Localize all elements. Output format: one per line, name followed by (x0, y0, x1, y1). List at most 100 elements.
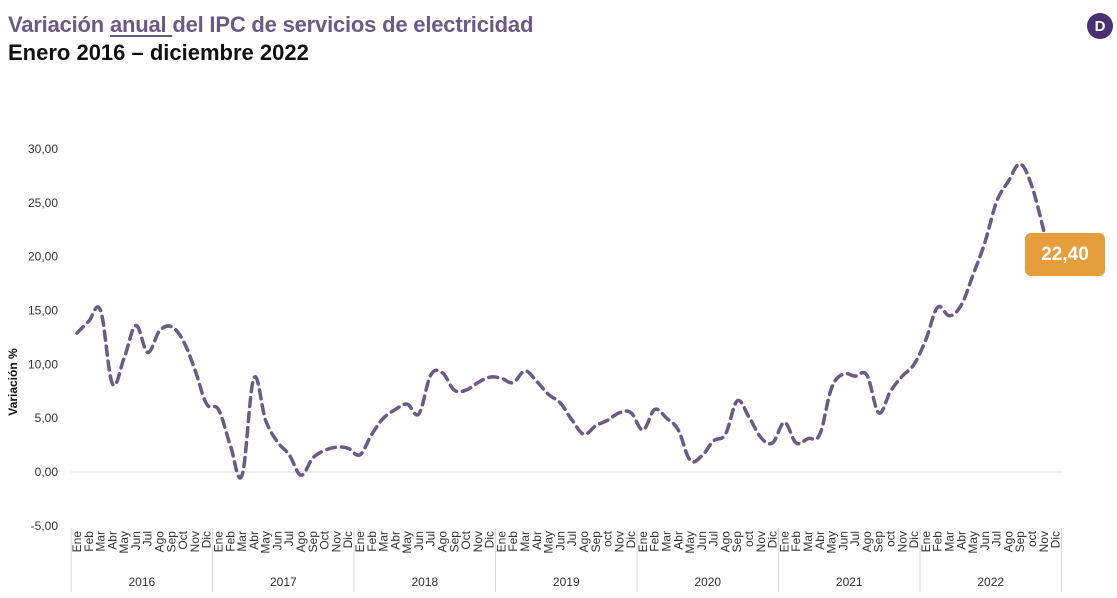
month-tick-label: Dic (766, 531, 780, 548)
month-tick-label: Nov (188, 531, 202, 552)
month-tick-label: Sep (872, 531, 886, 553)
month-tick-label: Jul (141, 531, 155, 546)
month-tick-label: oct (884, 530, 898, 547)
month-tick-label: Oct (318, 530, 332, 549)
month-tick-label: Ene (494, 531, 508, 553)
month-tick-label: Jun (553, 531, 567, 550)
month-tick-label: Nov (471, 531, 485, 552)
chart-title: Variación anual del IPC de servicios de … (8, 12, 533, 38)
last-value-callout: 22,40 (1025, 233, 1105, 276)
month-tick-label: Abr (388, 531, 402, 550)
month-tick-label: Sep (1013, 531, 1027, 553)
month-tick-label: Nov (895, 531, 909, 552)
month-tick-label: Dic (341, 531, 355, 548)
month-tick-label: Jul (424, 531, 438, 546)
month-tick-label: May (683, 531, 697, 554)
month-tick-label: oct (601, 530, 615, 547)
month-tick-label: Dic (1049, 531, 1063, 548)
month-tick-label: Ene (636, 531, 650, 553)
month-tick-label: May (117, 531, 131, 554)
month-tick-label: Ago (718, 531, 732, 553)
month-tick-label: Jul (848, 531, 862, 546)
month-tick-label: May (259, 531, 273, 554)
month-tick-label: Mar (377, 531, 391, 552)
month-tick-label: Ago (435, 531, 449, 553)
month-tick-label: Sep (447, 531, 461, 553)
month-tick-label: Dic (200, 531, 214, 548)
month-tick-label: Jul (282, 531, 296, 546)
month-tick-label: Sep (730, 531, 744, 553)
logo-letter: D (1094, 17, 1106, 35)
month-tick-label: Feb (931, 531, 945, 552)
series-line (75, 162, 1046, 480)
month-tick-label: oct (1025, 530, 1039, 547)
month-tick-label: Jun (978, 531, 992, 550)
month-tick-label: Abr (530, 531, 544, 550)
month-tick-label: Feb (365, 531, 379, 552)
year-label: 2021 (836, 575, 863, 589)
y-tick-label: 15,00 (28, 303, 58, 317)
month-tick-label: Ene (353, 531, 367, 553)
month-tick-label: Oct (176, 530, 190, 549)
month-tick-label: May (542, 531, 556, 554)
y-tick-label: 25,00 (28, 196, 58, 210)
month-tick-label: Jul (990, 531, 1004, 546)
month-tick-label: Ene (211, 531, 225, 553)
month-tick-label: Jul (707, 531, 721, 546)
month-tick-label: Abr (247, 531, 261, 550)
month-tick-label: Jun (129, 531, 143, 550)
year-label: 2022 (977, 575, 1004, 589)
month-tick-label: Abr (954, 531, 968, 550)
y-tick-label: 0,00 (35, 465, 59, 479)
month-tick-label: Ene (919, 531, 933, 553)
y-tick-label: 5,00 (35, 411, 59, 425)
month-tick-label: May (966, 531, 980, 554)
month-tick-label: Abr (813, 531, 827, 550)
title-text-end: del IPC de servicios de electricidad (172, 12, 534, 37)
month-tick-label: May (400, 531, 414, 554)
month-tick-label: Ene (777, 531, 791, 553)
month-tick-label: Mar (235, 531, 249, 552)
month-tick-label: Abr (671, 531, 685, 550)
month-tick-label: Mar (660, 531, 674, 552)
month-tick-label: Feb (82, 531, 96, 552)
month-tick-label: Oct (459, 530, 473, 549)
year-label: 2019 (553, 575, 580, 589)
month-tick-label: Jun (695, 531, 709, 550)
month-tick-label: Jun (836, 531, 850, 550)
month-tick-label: Sep (589, 531, 603, 553)
month-tick-label: Nov (1037, 531, 1051, 552)
y-tick-label: 20,00 (28, 250, 58, 264)
chart-subtitle: Enero 2016 – diciembre 2022 (8, 40, 309, 65)
month-tick-label: Feb (506, 531, 520, 552)
month-tick-label: Ago (577, 531, 591, 553)
month-tick-label: Nov (612, 531, 626, 552)
year-label: 2017 (270, 575, 297, 589)
month-tick-label: Mar (942, 531, 956, 552)
month-tick-label: Dic (907, 531, 921, 548)
month-tick-label: Ago (860, 531, 874, 553)
month-tick-label: Nov (754, 531, 768, 552)
month-tick-label: May (825, 531, 839, 554)
month-tick-label: Mar (518, 531, 532, 552)
year-label: 2016 (128, 575, 155, 589)
month-tick-label: Dic (483, 531, 497, 548)
month-tick-label: Nov (329, 531, 343, 552)
month-tick-label: Feb (648, 531, 662, 552)
y-tick-label: 30,00 (28, 142, 58, 156)
month-tick-label: Ago (1001, 531, 1015, 553)
title-text-start: Variación (8, 12, 110, 37)
title-underlined-word: anual (109, 12, 173, 37)
y-tick-label: -5,00 (31, 519, 59, 533)
y-tick-label: 10,00 (28, 357, 58, 371)
month-tick-label: Dic (624, 531, 638, 548)
month-tick-label: Ago (294, 531, 308, 553)
month-tick-label: Ene (70, 531, 84, 553)
year-label: 2018 (411, 575, 438, 589)
month-tick-label: Ago (153, 531, 167, 553)
month-tick-label: oct (742, 530, 756, 547)
month-tick-label: Jul (565, 531, 579, 546)
month-tick-label: Feb (223, 531, 237, 552)
month-tick-label: Mar (94, 531, 108, 552)
